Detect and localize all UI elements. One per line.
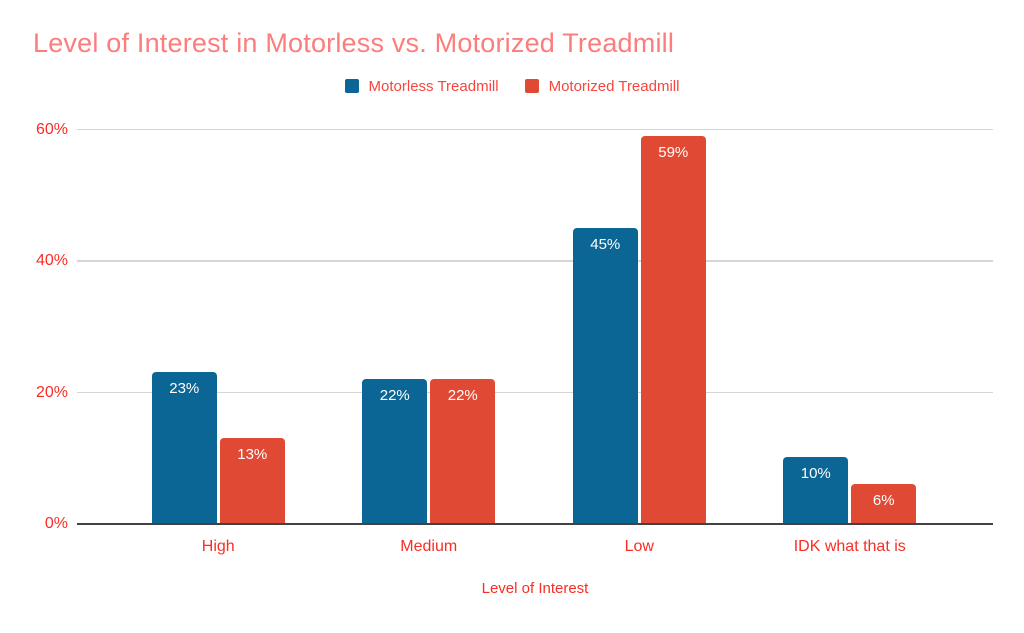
bar-value-label: 45% <box>590 235 621 253</box>
bar-value-label: 22% <box>447 386 478 404</box>
bar-medium-motorized-treadmill[interactable]: 22% <box>430 378 496 523</box>
legend-item-motorless-treadmill[interactable]: Motorless Treadmill <box>344 77 499 95</box>
category-label-low: Low <box>624 538 654 555</box>
bar-value-label: 13% <box>237 445 268 463</box>
legend-swatch-icon <box>344 79 359 93</box>
bar-value-label: 10% <box>800 465 831 483</box>
bar-idk-what-that-is-motorless-treadmill[interactable]: 10% <box>783 457 849 523</box>
legend: Motorless Treadmill Motorized Treadmill <box>0 76 1024 96</box>
category-label-medium: Medium <box>400 538 458 555</box>
y-tick-label-60: 60% <box>35 121 68 138</box>
legend-label: Motorized Treadmill <box>548 77 680 95</box>
bar-value-label: 22% <box>379 386 410 404</box>
gridline-20 <box>77 391 993 394</box>
legend-item-motorized-treadmill[interactable]: Motorized Treadmill <box>524 77 680 95</box>
bar-medium-motorless-treadmill[interactable]: 22% <box>362 378 428 523</box>
gridline-60 <box>77 129 993 131</box>
category-label-high: High <box>201 538 235 555</box>
chart-title: Level of Interest in Motorless vs. Motor… <box>33 28 675 58</box>
bar-idk-what-that-is-motorized-treadmill[interactable]: 6% <box>851 483 917 523</box>
bar-low-motorless-treadmill[interactable]: 45% <box>572 227 638 523</box>
bar-value-label: 59% <box>658 143 689 161</box>
gridline-40 <box>77 260 993 262</box>
x-axis-title: Level of Interest <box>481 580 589 597</box>
y-tick-label-0: 0% <box>44 515 68 532</box>
legend-label: Motorless Treadmill <box>368 77 499 95</box>
bar-value-label: 6% <box>872 491 895 509</box>
bar-low-motorized-treadmill[interactable]: 59% <box>640 135 706 523</box>
bar-value-label: 23% <box>169 379 200 397</box>
bar-high-motorized-treadmill[interactable]: 13% <box>219 437 285 523</box>
y-tick-label-20: 20% <box>35 383 68 401</box>
x-axis-line <box>77 523 993 525</box>
category-label-idk-what-that-is: IDK what that is <box>793 538 906 555</box>
legend-swatch-icon <box>524 79 539 93</box>
bar-high-motorless-treadmill[interactable]: 23% <box>151 371 217 523</box>
y-tick-label-40: 40% <box>35 252 68 270</box>
